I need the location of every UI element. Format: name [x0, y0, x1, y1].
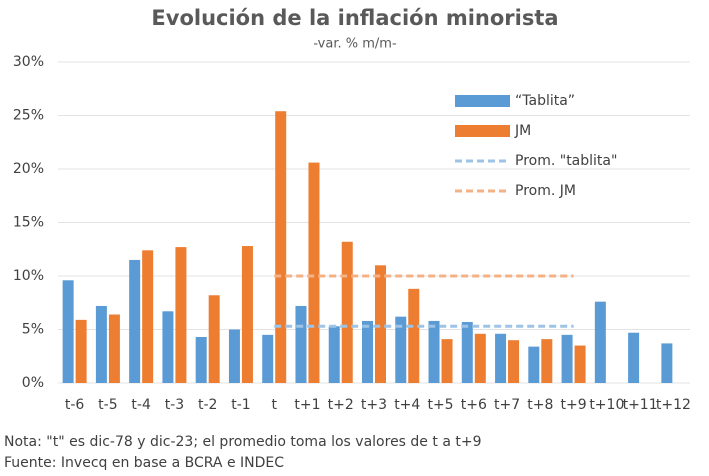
x-tick-label: t+8	[527, 397, 553, 413]
bar	[428, 320, 440, 383]
x-tick-label: t-2	[198, 397, 217, 413]
chart-title: Evolución de la inflación minorista	[151, 6, 558, 30]
bar	[108, 314, 120, 383]
bar	[275, 111, 287, 383]
x-tick-label: t+2	[328, 397, 354, 413]
bar	[408, 288, 420, 383]
y-tick-label: 5%	[22, 322, 44, 338]
bar	[495, 333, 507, 383]
legend-label: “Tablita”	[515, 93, 575, 109]
bar	[628, 332, 640, 383]
bar	[262, 334, 274, 383]
x-tick-label: t-1	[231, 397, 250, 413]
bar	[328, 326, 340, 383]
x-tick-label: t-3	[165, 397, 184, 413]
y-tick-label: 30%	[13, 54, 44, 70]
bar	[395, 316, 407, 383]
x-tick-label: t+5	[427, 397, 453, 413]
x-tick-label: t+7	[494, 397, 520, 413]
bar	[142, 250, 154, 383]
x-tick-label: t+3	[361, 397, 387, 413]
legend-label: Prom. "tablita"	[515, 153, 617, 169]
bar	[62, 280, 74, 383]
bar	[561, 334, 573, 383]
y-tick-label: 0%	[22, 375, 44, 391]
x-tick-label: t-6	[65, 397, 85, 413]
bar	[129, 259, 141, 383]
x-tick-label: t-4	[131, 397, 151, 413]
bar	[574, 345, 586, 383]
x-tick-label: t+6	[461, 397, 487, 413]
bar	[208, 295, 220, 383]
bar	[461, 322, 473, 383]
bar	[375, 265, 386, 383]
x-tick-label: t	[271, 397, 277, 413]
legend-label: Prom. JM	[515, 183, 576, 199]
y-tick-label: 10%	[13, 268, 44, 284]
y-tick-label: 15%	[13, 215, 44, 231]
bar	[162, 311, 174, 383]
bar	[661, 343, 673, 383]
chart-subtitle: -var. % m/m-	[313, 37, 397, 52]
bar	[528, 346, 540, 383]
x-tick-label: t+4	[394, 397, 420, 413]
x-tick-label: t+1	[294, 397, 320, 413]
x-tick-label: t+10	[589, 397, 624, 413]
bar	[308, 162, 320, 383]
bar	[95, 305, 107, 383]
bar	[508, 340, 520, 383]
bar	[195, 336, 207, 383]
bar	[295, 305, 307, 383]
bar	[474, 333, 486, 383]
bar	[228, 329, 240, 383]
y-tick-label: 25%	[13, 108, 44, 124]
x-tick-label: t-5	[98, 397, 117, 413]
bar	[362, 320, 373, 383]
bar	[75, 319, 87, 383]
bar	[241, 246, 253, 383]
x-tick-label: t+9	[561, 397, 587, 413]
bar	[594, 301, 606, 383]
x-tick-label: t+11	[623, 397, 658, 413]
bar	[441, 339, 453, 383]
bar	[541, 339, 553, 383]
legend-swatch	[455, 125, 510, 137]
note: Nota: "t" es dic-78 y dic-23; el promedi…	[4, 434, 481, 450]
bar	[341, 241, 353, 383]
note: Fuente: Invecq en base a BCRA e INDEC	[4, 455, 284, 471]
x-tick-label: t+12	[656, 397, 691, 413]
legend-label: JM	[514, 123, 531, 139]
legend-swatch	[455, 95, 510, 107]
bar	[175, 247, 187, 383]
y-tick-label: 20%	[13, 161, 44, 177]
